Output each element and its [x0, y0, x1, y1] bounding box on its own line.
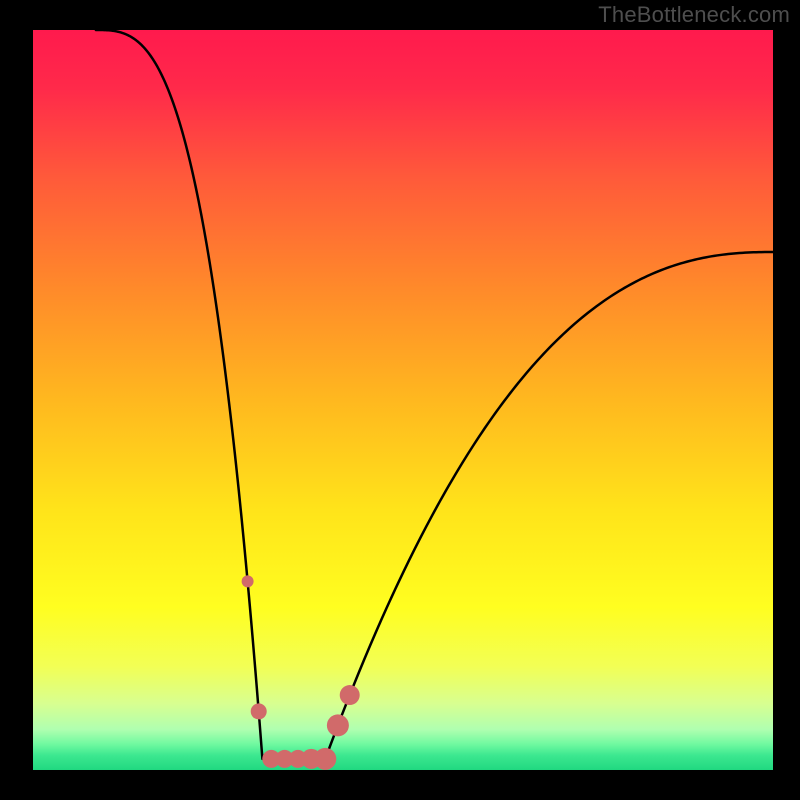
watermark-text: TheBottleneck.com	[598, 2, 790, 28]
curve-marker	[251, 703, 267, 719]
chart-frame: TheBottleneck.com	[0, 0, 800, 800]
curve-marker	[314, 748, 336, 770]
plot-area	[33, 30, 773, 770]
curve-marker	[242, 575, 254, 587]
curve-marker	[340, 685, 360, 705]
bottleneck-chart-svg	[0, 0, 800, 800]
curve-marker	[327, 714, 349, 736]
